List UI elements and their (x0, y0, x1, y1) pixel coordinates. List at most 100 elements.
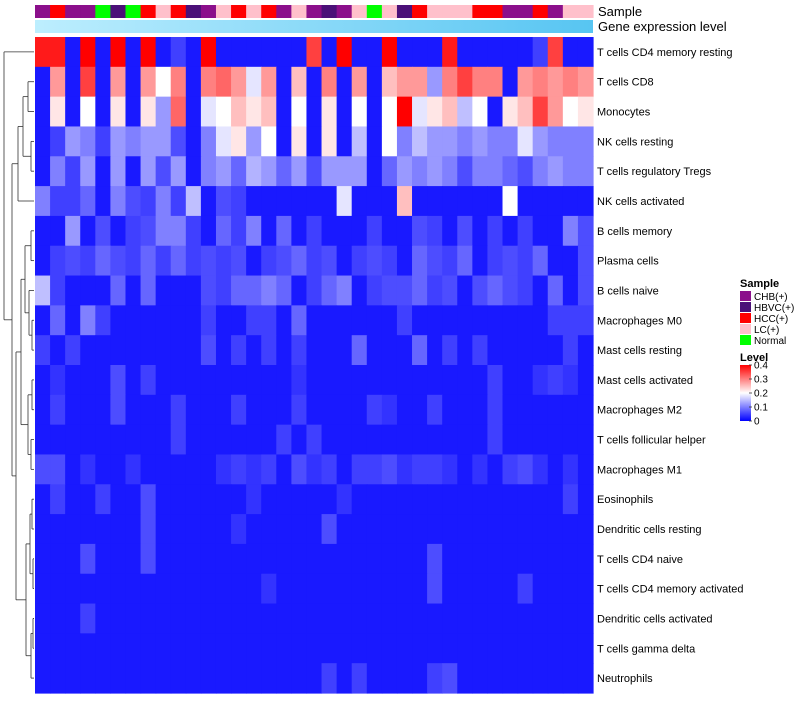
heatmap-cell (502, 603, 519, 634)
heatmap-cell (457, 96, 473, 128)
heatmap-cell (472, 365, 489, 396)
heatmap-cell (366, 663, 383, 694)
heatmap-cell (321, 335, 338, 366)
heatmap-cell (502, 305, 519, 336)
sample-annotation-cell (155, 5, 172, 18)
heatmap-cell (366, 573, 383, 605)
heatmap-cell (366, 514, 383, 545)
heatmap-cell (246, 424, 262, 456)
heatmap-cell (110, 663, 127, 694)
heatmap-cell (80, 424, 96, 456)
heatmap-cell (140, 543, 157, 575)
heatmap-cell (532, 514, 549, 545)
heatmap-cell (185, 484, 202, 515)
heatmap-cell (110, 573, 127, 605)
sample-annotation-cell (366, 5, 383, 18)
heatmap-cell (532, 96, 549, 128)
heatmap-cell (170, 603, 187, 634)
heatmap-cell (502, 365, 519, 396)
heatmap-cell (547, 156, 564, 187)
heatmap-cell (351, 186, 368, 217)
heatmap-cell (532, 37, 549, 68)
heatmap-cell (261, 663, 277, 694)
heatmap-cell (351, 424, 368, 456)
heatmap-cell (547, 66, 564, 98)
heatmap-cell (35, 543, 51, 575)
heatmap-cell (215, 275, 232, 306)
heatmap-cell (306, 37, 323, 68)
heatmap-cell (80, 573, 96, 605)
heatmap-cell (381, 484, 398, 515)
heatmap-cell (110, 245, 127, 277)
heatmap-cell (200, 514, 217, 545)
heatmap-cell (35, 305, 51, 336)
heatmap-cell (336, 633, 353, 664)
heatmap-cell (246, 633, 262, 664)
heatmap-cell (562, 66, 579, 98)
heatmap-cell (261, 424, 277, 456)
heatmap-cell (577, 335, 594, 366)
heatmap-cell (215, 186, 232, 217)
heatmap-cell (457, 245, 473, 277)
heatmap-cell (547, 424, 564, 456)
heatmap-cell (140, 663, 157, 694)
legend-item-label: HBVC(+) (754, 303, 794, 314)
heatmap-cell (231, 305, 247, 336)
heatmap-cell (200, 543, 217, 575)
heatmap-cell (306, 66, 323, 98)
row-label: NK cells resting (597, 136, 673, 148)
heatmap-cell (321, 245, 338, 277)
heatmap-cell (562, 96, 579, 128)
heatmap-cell (291, 96, 308, 128)
heatmap-cell (231, 335, 247, 366)
heatmap-cell (366, 66, 383, 98)
heatmap-cell (442, 215, 458, 247)
heatmap-cell (231, 215, 247, 247)
heatmap-cell (336, 365, 353, 396)
heatmap-cell (246, 215, 262, 247)
heatmap-cell (577, 96, 594, 128)
heatmap-cell (577, 543, 594, 575)
heatmap-cell (276, 126, 292, 157)
heatmap-cell (155, 275, 172, 306)
heatmap-cell (35, 245, 51, 277)
heatmap-cell (170, 96, 187, 128)
heatmap-cell (381, 245, 398, 277)
heatmap-cell (532, 484, 549, 515)
sample-annotation-cell (412, 5, 428, 18)
heatmap-cell (442, 305, 458, 336)
heatmap-cell (562, 543, 579, 575)
heatmap-cell (261, 603, 277, 634)
heatmap-cell (35, 573, 51, 605)
heatmap-cell (125, 573, 142, 605)
row-label: Macrophages M1 (597, 464, 682, 476)
heatmap-cell (291, 484, 308, 515)
heatmap-cell (35, 37, 51, 68)
heatmap-cell (547, 275, 564, 306)
heatmap-cell (95, 126, 112, 157)
heatmap-cell (200, 245, 217, 277)
heatmap-cell (321, 156, 338, 187)
heatmap-cell (457, 186, 473, 217)
sample-annotation-cell (502, 5, 519, 18)
heatmap-cell (351, 484, 368, 515)
heatmap-cell (110, 66, 127, 98)
heatmap-cell (140, 37, 157, 68)
sample-annotation-cell (291, 5, 308, 18)
heatmap-cell (125, 424, 142, 456)
heatmap-cell (276, 335, 292, 366)
heatmap-cell (65, 335, 81, 366)
heatmap-cell (336, 37, 353, 68)
heatmap-cell (381, 365, 398, 396)
heatmap-cell (246, 275, 262, 306)
row-label: B cells naive (597, 285, 659, 297)
heatmap-cell (261, 156, 277, 187)
heatmap-cell (577, 603, 594, 634)
heatmap-cell (155, 543, 172, 575)
heatmap-cell (215, 245, 232, 277)
heatmap-cell (427, 66, 443, 98)
heatmap-cell (396, 514, 413, 545)
heatmap-cell (200, 186, 217, 217)
heatmap-cell (65, 663, 81, 694)
heatmap-cell (50, 215, 66, 247)
